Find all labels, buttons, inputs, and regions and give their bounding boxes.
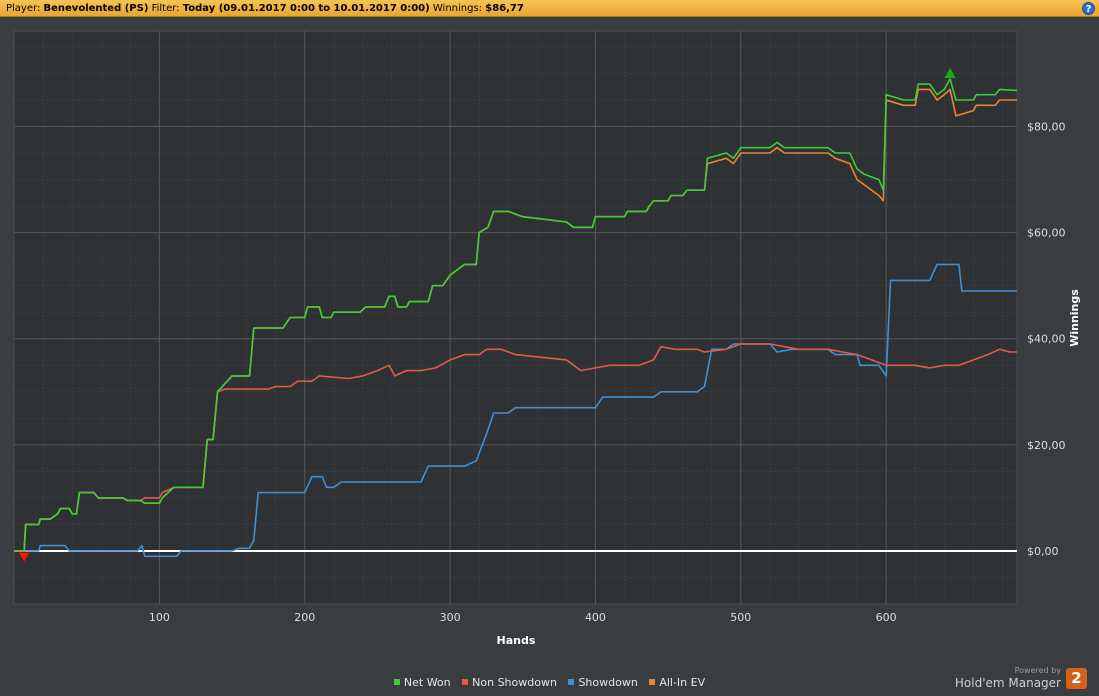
legend-item-allin-ev[interactable]: All-In EV	[649, 676, 705, 689]
markers	[17, 66, 957, 563]
legend-swatch-allin-ev	[649, 679, 656, 685]
help-icon[interactable]: ?	[1082, 2, 1095, 15]
y-axis-ticks: $0,00 $20,00 $40,00 $60,00 $80,00	[1027, 121, 1066, 558]
x-tick-label: 200	[294, 611, 315, 624]
filter-label: Filter:	[151, 3, 180, 14]
legend-item-non-showdown[interactable]: Non Showdown	[462, 676, 557, 689]
max-marker	[943, 66, 957, 79]
legend-label-allin-ev: All-In EV	[659, 676, 706, 689]
minor-grid	[14, 31, 1017, 604]
y-tick-label: $0,00	[1027, 545, 1059, 558]
brand-powered-by: Powered by	[1014, 666, 1061, 675]
plot-area	[13, 30, 1018, 605]
series-line-net-won	[14, 78, 1018, 552]
x-axis-ticks: 100 200 300 400 500 600	[149, 611, 897, 624]
legend-swatch-non-showdown	[462, 679, 469, 685]
y-axis-label: Winnings	[1068, 289, 1081, 347]
legend-swatch-showdown	[568, 679, 575, 685]
hm2-logo-icon: 2	[1066, 668, 1087, 689]
header-bar: Player: Benevolented (PS) Filter: Today …	[0, 0, 1099, 17]
y-tick-label: $60,00	[1027, 227, 1066, 240]
legend-label-showdown: Showdown	[578, 676, 638, 689]
legend-label-non-showdown: Non Showdown	[472, 676, 557, 689]
series-lines	[14, 78, 1018, 558]
legend-label-net-won: Net Won	[403, 676, 451, 689]
filter-value: Today (09.01.2017 0:00 to 10.01.2017 0:0…	[182, 3, 430, 14]
y-tick-label: $20,00	[1027, 439, 1066, 452]
brand-block: Powered by Hold'em Manager 2	[927, 664, 1087, 694]
chart-legend: Net Won Non Showdown Showdown All-In EV	[0, 676, 1099, 689]
y-tick-label: $40,00	[1027, 333, 1066, 346]
player-label: Player:	[6, 3, 41, 14]
winnings-value: $86,77	[485, 3, 524, 14]
x-tick-label: 600	[876, 611, 897, 624]
y-tick-label: $80,00	[1027, 121, 1066, 134]
x-tick-label: 500	[730, 611, 751, 624]
legend-item-net-won[interactable]: Net Won	[393, 676, 451, 689]
winnings-label: Winnings:	[432, 3, 483, 14]
brand-name: Hold'em Manager	[954, 676, 1061, 690]
series-line-showdown	[14, 263, 1017, 558]
x-tick-label: 100	[149, 611, 170, 624]
x-tick-label: 400	[585, 611, 606, 624]
player-value: Benevolented (PS)	[43, 3, 149, 14]
min-marker	[17, 552, 31, 563]
x-axis-label: Hands	[497, 634, 536, 647]
legend-item-showdown[interactable]: Showdown	[568, 676, 638, 689]
legend-swatch-net-won	[393, 679, 400, 685]
x-tick-label: 300	[440, 611, 461, 624]
